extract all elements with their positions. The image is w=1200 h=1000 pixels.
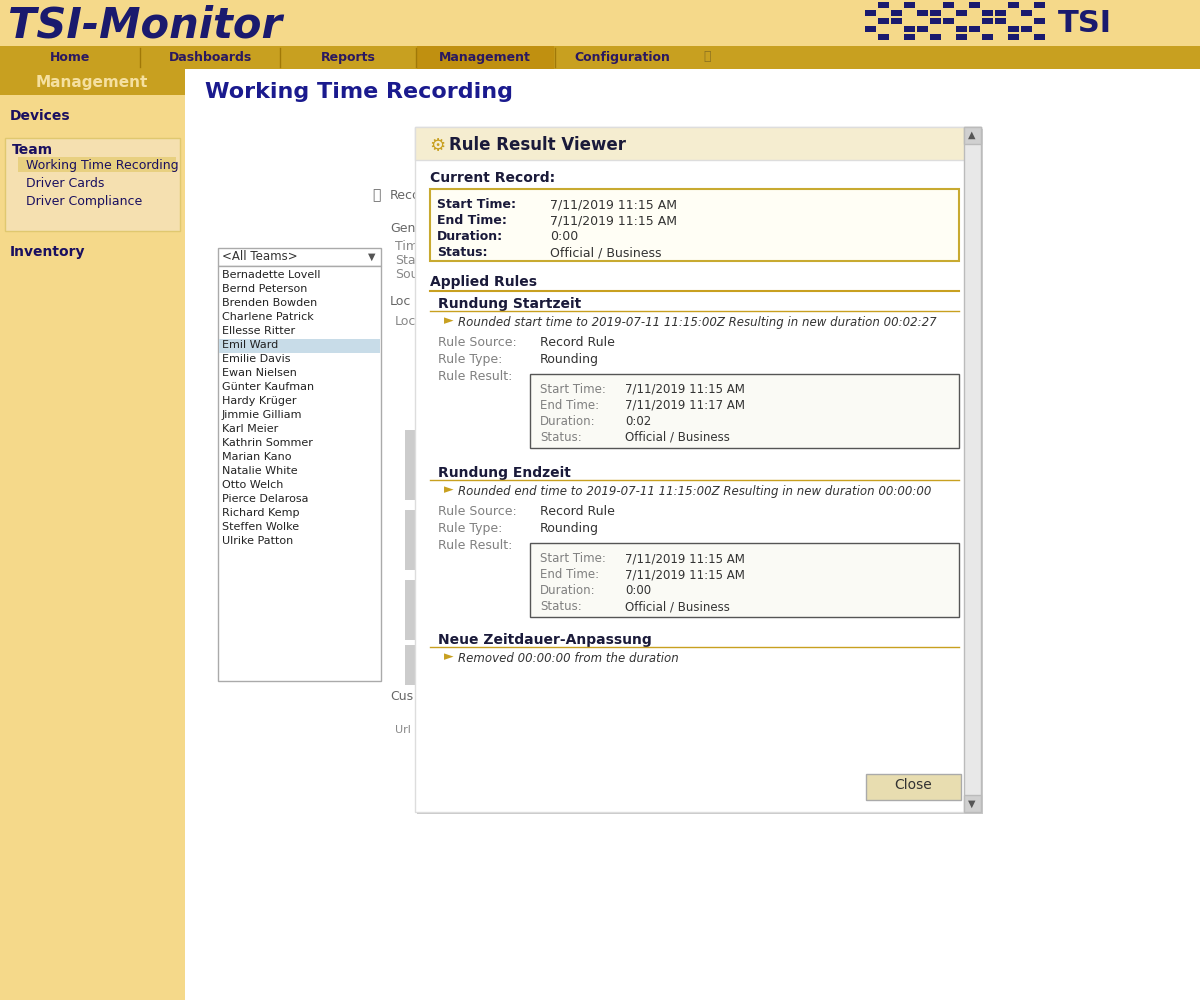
FancyBboxPatch shape: [878, 34, 889, 40]
Text: Status:: Status:: [437, 246, 487, 259]
FancyBboxPatch shape: [956, 34, 967, 40]
Text: Duration:: Duration:: [437, 230, 503, 243]
Text: Start Time:: Start Time:: [540, 383, 606, 396]
Text: Rule Type:: Rule Type:: [438, 522, 503, 535]
Text: 7/11/2019 11:15 AM: 7/11/2019 11:15 AM: [625, 383, 745, 396]
Text: Current Record:: Current Record:: [430, 171, 556, 185]
Text: Home: Home: [50, 51, 90, 64]
Text: Bernd Peterson: Bernd Peterson: [222, 284, 307, 294]
Text: Ewan Nielsen: Ewan Nielsen: [222, 368, 296, 378]
Text: Status:: Status:: [540, 600, 582, 613]
FancyBboxPatch shape: [415, 127, 982, 160]
FancyBboxPatch shape: [18, 157, 176, 172]
Text: ►: ►: [444, 650, 454, 664]
Text: Working Time Recording: Working Time Recording: [26, 159, 179, 172]
Text: Official / Business: Official / Business: [625, 600, 730, 613]
FancyBboxPatch shape: [0, 69, 185, 1000]
FancyBboxPatch shape: [982, 10, 994, 16]
Text: Official / Business: Official / Business: [625, 431, 730, 444]
Text: Rule Source:: Rule Source:: [438, 505, 517, 518]
Text: End Time:: End Time:: [437, 214, 506, 227]
FancyBboxPatch shape: [406, 510, 424, 570]
FancyBboxPatch shape: [904, 34, 916, 40]
Text: Rule Result:: Rule Result:: [438, 539, 512, 552]
Text: Removed 00:00:00 from the duration: Removed 00:00:00 from the duration: [458, 652, 679, 665]
Text: Rule Result Viewer: Rule Result Viewer: [449, 136, 626, 154]
Text: Rundung Endzeit: Rundung Endzeit: [438, 466, 571, 480]
FancyBboxPatch shape: [865, 10, 876, 16]
FancyBboxPatch shape: [406, 645, 424, 685]
Text: Devices: Devices: [10, 109, 71, 123]
FancyBboxPatch shape: [220, 339, 380, 353]
Text: ►: ►: [444, 314, 454, 328]
FancyBboxPatch shape: [1034, 18, 1045, 24]
FancyBboxPatch shape: [0, 0, 1200, 46]
Text: 0:02: 0:02: [625, 415, 652, 428]
Text: End Time:: End Time:: [540, 399, 599, 412]
Text: 0:00: 0:00: [625, 584, 652, 597]
Text: 7/11/2019 11:15 AM: 7/11/2019 11:15 AM: [625, 568, 745, 581]
Text: Neue Zeitdauer-Anpassung: Neue Zeitdauer-Anpassung: [438, 633, 652, 647]
FancyBboxPatch shape: [1008, 2, 1019, 8]
Text: Gen: Gen: [390, 222, 415, 235]
FancyBboxPatch shape: [995, 18, 1006, 24]
FancyBboxPatch shape: [878, 2, 889, 8]
Text: Sou: Sou: [395, 268, 419, 281]
Text: End Time:: End Time:: [540, 568, 599, 581]
FancyBboxPatch shape: [406, 430, 424, 500]
Text: Otto Welch: Otto Welch: [222, 480, 283, 490]
Text: Rundung Startzeit: Rundung Startzeit: [438, 297, 581, 311]
FancyBboxPatch shape: [917, 26, 928, 32]
Text: Management: Management: [439, 51, 530, 64]
Text: Bernadette Lovell: Bernadette Lovell: [222, 270, 320, 280]
Text: Duration:: Duration:: [540, 415, 595, 428]
FancyBboxPatch shape: [890, 10, 902, 16]
FancyBboxPatch shape: [995, 10, 1006, 16]
Text: 🔒: 🔒: [703, 50, 710, 64]
Text: Pierce Delarosa: Pierce Delarosa: [222, 494, 308, 504]
Text: Record Rule: Record Rule: [540, 505, 614, 518]
FancyBboxPatch shape: [930, 34, 941, 40]
Text: Start Time:: Start Time:: [437, 198, 516, 211]
Text: ▼: ▼: [367, 252, 374, 262]
Text: Close: Close: [895, 778, 932, 792]
Text: ▼: ▼: [968, 799, 976, 809]
Text: Working Time Recording: Working Time Recording: [205, 82, 514, 102]
FancyBboxPatch shape: [218, 266, 382, 681]
FancyBboxPatch shape: [930, 10, 941, 16]
Text: Configuration: Configuration: [574, 51, 670, 64]
Text: Status:: Status:: [540, 431, 582, 444]
FancyBboxPatch shape: [878, 18, 889, 24]
FancyBboxPatch shape: [1034, 34, 1045, 40]
FancyBboxPatch shape: [964, 127, 982, 144]
Text: Driver Cards: Driver Cards: [26, 177, 104, 190]
Text: Emilie Davis: Emilie Davis: [222, 354, 290, 364]
Text: Sta: Sta: [395, 254, 415, 267]
Text: Dashboards: Dashboards: [168, 51, 252, 64]
FancyBboxPatch shape: [904, 2, 916, 8]
FancyBboxPatch shape: [982, 34, 994, 40]
Text: Start Time:: Start Time:: [540, 552, 606, 565]
Text: Rounding: Rounding: [540, 522, 599, 535]
Text: Official / Business: Official / Business: [550, 246, 661, 259]
FancyBboxPatch shape: [530, 374, 959, 448]
Text: Team: Team: [12, 143, 53, 157]
Text: Inventory: Inventory: [10, 245, 85, 259]
FancyBboxPatch shape: [866, 774, 961, 800]
Text: Ellesse Ritter: Ellesse Ritter: [222, 326, 295, 336]
Text: TSI-Monitor: TSI-Monitor: [8, 5, 282, 47]
Text: Brenden Bowden: Brenden Bowden: [222, 298, 317, 308]
FancyBboxPatch shape: [943, 2, 954, 8]
Text: Reports: Reports: [320, 51, 376, 64]
FancyBboxPatch shape: [418, 129, 983, 814]
Text: Driver Compliance: Driver Compliance: [26, 195, 143, 208]
FancyBboxPatch shape: [530, 543, 959, 617]
FancyBboxPatch shape: [1008, 34, 1019, 40]
Text: Rule Result:: Rule Result:: [438, 370, 512, 383]
FancyBboxPatch shape: [890, 18, 902, 24]
Text: Rounded end time to 2019-07-11 11:15:00Z Resulting in new duration 00:00:00: Rounded end time to 2019-07-11 11:15:00Z…: [458, 485, 931, 498]
Text: Rule Type:: Rule Type:: [438, 353, 503, 366]
Text: 🔍: 🔍: [372, 188, 380, 202]
FancyBboxPatch shape: [1034, 2, 1045, 8]
